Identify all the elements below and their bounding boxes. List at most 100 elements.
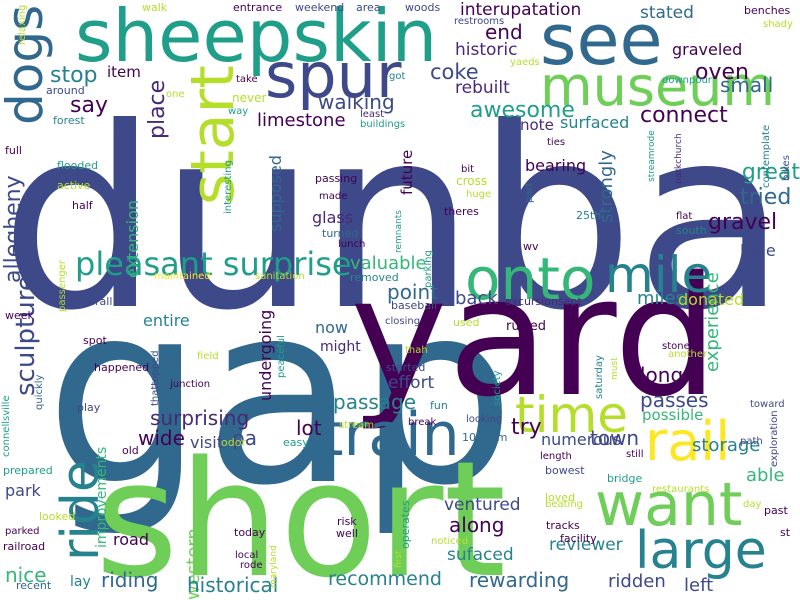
word-contemplate: contemplate xyxy=(761,124,772,188)
word-passage: passage xyxy=(333,390,417,414)
word-tracks: tracks xyxy=(546,519,580,532)
word-rode: rode xyxy=(240,560,263,571)
word-item: item xyxy=(107,63,141,81)
word-railroad: railroad xyxy=(3,540,46,553)
word-spot: spot xyxy=(83,334,107,347)
word-bowest: bowest xyxy=(545,464,585,477)
word-reviewer: reviewer xyxy=(549,535,623,555)
word-overall: overall xyxy=(75,295,113,308)
word-full: full xyxy=(5,144,22,157)
word-entire: entire xyxy=(143,311,190,330)
word-got: got xyxy=(389,71,406,82)
word-note: note xyxy=(520,116,554,134)
word-wv: wv xyxy=(523,240,539,253)
word-supposed: supposed xyxy=(266,155,285,232)
word-valuable: valuable xyxy=(350,253,427,274)
word-take: take xyxy=(236,74,258,85)
word-theres: theres xyxy=(444,205,479,218)
word-around: around xyxy=(46,84,85,97)
word-walking: walking xyxy=(318,90,395,114)
word-riding: riding xyxy=(101,568,159,592)
word-maintained: maintained xyxy=(154,271,211,282)
word-way: way xyxy=(228,106,249,117)
word-town: town xyxy=(590,426,640,450)
word-first: first xyxy=(394,550,404,568)
word-junction: junction xyxy=(170,379,211,390)
word-see: see xyxy=(540,0,663,81)
word-woods: woods xyxy=(405,1,441,14)
word-flooded: flooded xyxy=(57,159,99,172)
word-passing: passing xyxy=(315,172,358,185)
word-looked: looked xyxy=(39,510,76,523)
word-recommend: recommend xyxy=(328,568,442,590)
word-1030am: 1030am xyxy=(462,431,508,444)
word-passenger: passenger xyxy=(57,260,68,312)
word-museum: museum xyxy=(540,55,776,118)
word-lot: lot xyxy=(296,416,322,440)
word-active: active xyxy=(57,179,91,192)
word-saturday: saturday xyxy=(594,355,605,399)
word-nice: nice xyxy=(5,563,47,587)
word-onto: onto xyxy=(465,245,596,313)
word-ridden: ridden xyxy=(608,571,666,592)
word-easy: easy xyxy=(283,436,309,449)
word-small: small xyxy=(720,73,774,97)
word-restaurants: restaurants xyxy=(652,484,710,495)
word-benches: benches xyxy=(744,4,791,17)
word-noticed: noticed xyxy=(431,536,469,547)
word-used: used xyxy=(453,316,480,329)
word-undergoing: undergoing xyxy=(256,309,275,401)
word-stream: stream xyxy=(339,420,375,431)
word-donated: donated xyxy=(678,290,745,309)
word-time: time xyxy=(515,386,628,444)
word-able: able xyxy=(746,465,785,486)
word-connect: connect xyxy=(640,103,728,128)
word-bearing: bearing xyxy=(525,156,587,175)
word-wide: wide xyxy=(138,426,185,450)
word-now: now xyxy=(315,318,349,337)
word-glass: glass xyxy=(312,208,354,227)
word-odor: odor xyxy=(221,436,246,449)
word-cross: cross xyxy=(456,174,488,188)
word-short: short xyxy=(95,426,507,600)
word-still: still xyxy=(626,449,644,460)
word-ties: ties xyxy=(547,137,566,148)
word-train: train xyxy=(320,400,460,470)
word-fun: fun xyxy=(430,399,448,412)
word-length: length xyxy=(540,451,572,462)
word-bikes: bikes xyxy=(781,155,792,181)
word-made: made xyxy=(319,191,348,202)
word-parkchurch: parkchurch xyxy=(674,133,684,184)
word-ventured: ventured xyxy=(444,495,521,515)
word-end: end xyxy=(485,20,523,44)
word-rutted: rutted xyxy=(506,319,547,334)
word-lay: lay xyxy=(70,574,91,590)
word-storage: storage xyxy=(692,435,761,456)
word-restrooms: restrooms xyxy=(454,16,505,27)
word-south: south xyxy=(676,224,707,237)
word-gravel: gravel xyxy=(708,210,778,235)
word-graveled: graveled xyxy=(672,40,743,59)
word-surprising: surprising xyxy=(150,406,250,430)
word-forest: forest xyxy=(53,114,85,127)
word-future: future xyxy=(398,149,416,195)
word-allegheny: allegheny xyxy=(1,175,26,283)
word-little: little xyxy=(740,241,776,260)
word-back: back xyxy=(455,288,498,309)
word-try: try xyxy=(511,415,542,440)
word-rewarding: rewarding xyxy=(469,568,570,592)
word-road: road xyxy=(113,530,149,549)
word-least: least xyxy=(360,109,385,120)
word-along: along xyxy=(449,513,505,537)
word-rebuilt: rebuilt xyxy=(455,78,510,98)
word-well: well xyxy=(336,527,358,540)
word-buildings: buildings xyxy=(360,119,406,130)
word-downpour: downpour xyxy=(662,75,712,86)
word-lunch: lunch xyxy=(338,239,366,250)
word-say: say xyxy=(70,93,108,118)
word-relaxing: relaxing xyxy=(17,4,28,45)
word-spur: spur xyxy=(265,39,402,112)
word-beating: beating xyxy=(545,499,584,510)
word-turned: turned xyxy=(322,227,359,240)
word-past: past xyxy=(764,504,788,517)
